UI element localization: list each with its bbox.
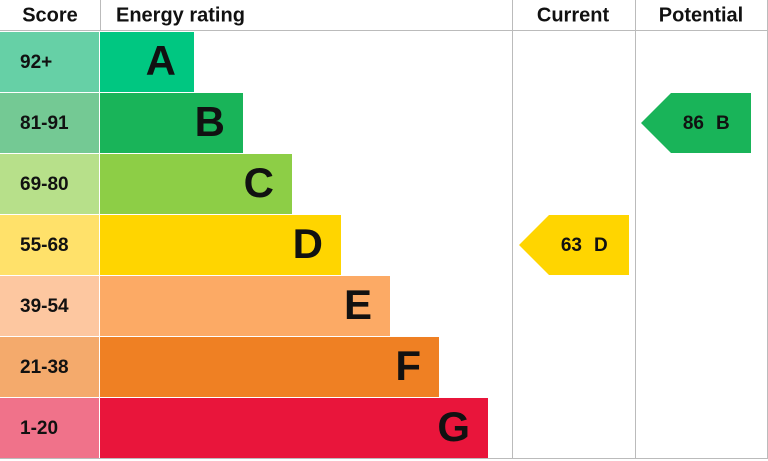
score-range: 92+ <box>20 52 52 73</box>
current-arrow <box>519 215 629 275</box>
rating-letter: F <box>395 342 421 389</box>
rating-letter: B <box>195 98 225 145</box>
score-range: 69-80 <box>20 174 69 195</box>
potential-arrow <box>641 93 751 153</box>
score-cell <box>0 154 99 214</box>
rating-letter: A <box>146 37 176 84</box>
current-value: 63 <box>561 235 582 256</box>
header-potential: Potential <box>659 4 743 26</box>
score-cell <box>0 398 99 458</box>
score-cell <box>0 215 99 275</box>
rating-bar <box>100 154 292 214</box>
rating-bar <box>100 32 194 92</box>
rating-bar <box>100 215 341 275</box>
header-rating: Energy rating <box>116 4 245 26</box>
rating-letter: E <box>344 281 372 328</box>
score-range: 39-54 <box>20 296 69 317</box>
rating-letter: C <box>244 159 274 206</box>
score-cell <box>0 276 99 336</box>
potential-letter: B <box>716 113 730 134</box>
rating-bar <box>100 276 390 336</box>
score-cell <box>0 337 99 397</box>
current-letter: D <box>594 235 608 256</box>
score-range: 81-91 <box>20 113 69 134</box>
rating-letter: D <box>293 220 323 267</box>
rating-bar <box>100 398 488 458</box>
score-range: 21-38 <box>20 357 69 378</box>
rating-letter: G <box>437 403 470 450</box>
rating-bar <box>100 337 439 397</box>
score-cell <box>0 32 99 92</box>
score-cell <box>0 93 99 153</box>
score-range: 55-68 <box>20 235 69 256</box>
header-current: Current <box>537 4 610 26</box>
rating-bar <box>100 93 243 153</box>
score-range: 1-20 <box>20 418 58 439</box>
header-score: Score <box>22 4 78 26</box>
potential-value: 86 <box>683 113 704 134</box>
